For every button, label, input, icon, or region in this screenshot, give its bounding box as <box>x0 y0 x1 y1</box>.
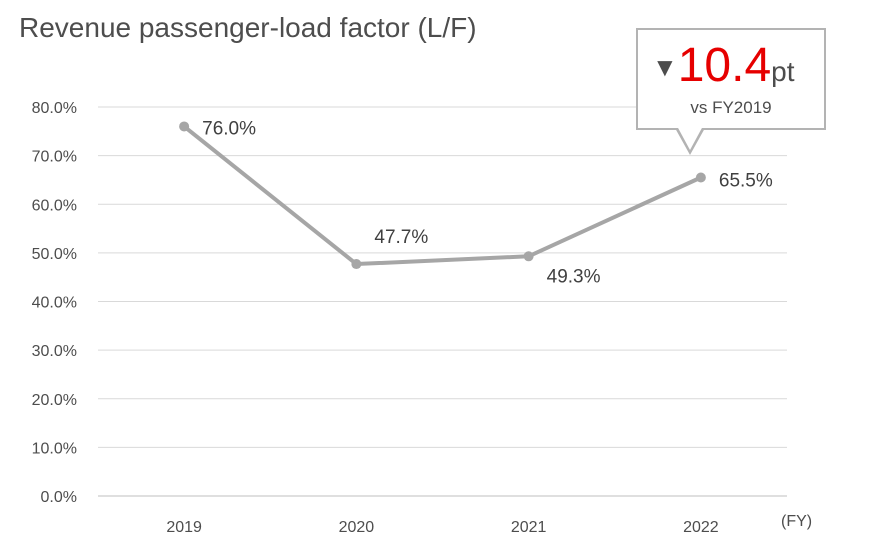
y-tick-label: 30.0% <box>32 343 77 360</box>
y-tick-label: 70.0% <box>32 149 77 166</box>
y-tick-label: 60.0% <box>32 197 77 214</box>
series-revenue-load-factor <box>179 121 706 270</box>
data-point <box>695 172 706 183</box>
chart-title: Revenue passenger-load factor (L/F) <box>19 12 477 43</box>
data-point <box>523 251 534 262</box>
series-line <box>182 124 702 267</box>
x-axis-unit: (FY) <box>781 513 813 530</box>
y-tick-label: 40.0% <box>32 295 77 312</box>
x-axis-ticks: 2019 2020 2021 2022 <box>166 519 718 536</box>
down-triangle-icon: ▼ <box>652 52 678 82</box>
data-point <box>351 259 362 270</box>
y-tick-label: 80.0% <box>32 100 77 117</box>
data-point <box>179 121 190 132</box>
y-tick-label: 20.0% <box>32 392 77 409</box>
callout-unit: pt <box>771 56 795 87</box>
data-labels: 76.0% 47.7% 49.3% 65.5% <box>202 118 773 287</box>
callout-note: vs FY2019 <box>690 98 772 117</box>
y-tick-label: 0.0% <box>41 489 77 506</box>
x-tick-label: 2020 <box>339 519 375 536</box>
callout-box: ▼10.4pt vs FY2019 <box>636 28 826 155</box>
data-label: 47.7% <box>374 227 428 248</box>
y-tick-label: 50.0% <box>32 246 77 263</box>
y-tick-label: 10.0% <box>32 440 77 457</box>
callout-value: 10.4 <box>677 39 772 92</box>
x-tick-label: 2022 <box>683 519 719 536</box>
data-label: 49.3% <box>547 266 601 287</box>
x-tick-label: 2019 <box>166 519 202 536</box>
y-axis-ticks: 0.0% 10.0% 20.0% 30.0% 40.0% 50.0% 60.0% 70.0% 8… <box>32 100 77 506</box>
gridlines <box>98 106 787 497</box>
data-label: 65.5% <box>719 171 773 192</box>
data-label: 76.0% <box>202 118 256 139</box>
x-tick-label: 2021 <box>511 519 547 536</box>
